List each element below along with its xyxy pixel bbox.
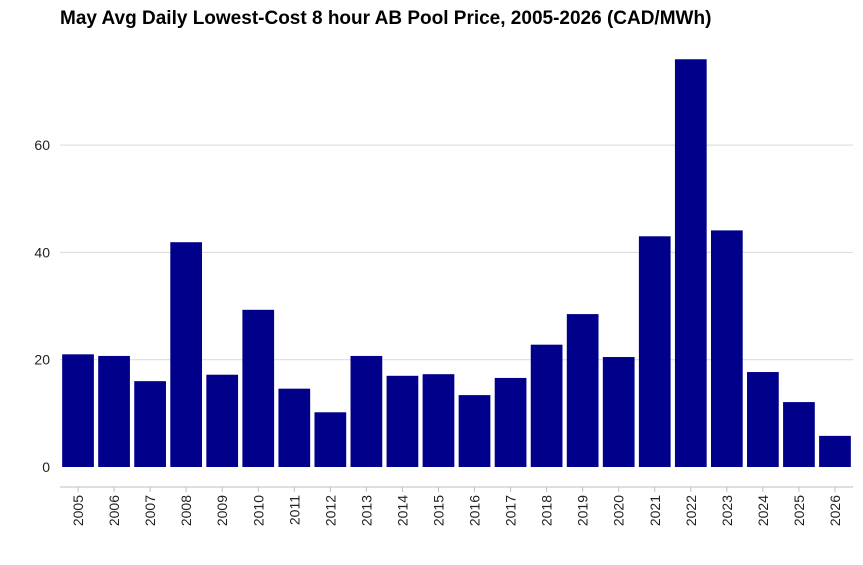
bar-2019 [566,314,599,467]
bars [62,59,851,467]
x-tick-label: 2009 [214,495,230,526]
x-tick-label: 2017 [503,495,519,526]
x-tick-label: 2025 [791,495,807,526]
bar-2008 [170,242,203,467]
x-tick-label: 2022 [683,495,699,526]
x-tick-label: 2006 [106,495,122,526]
bar-2011 [278,388,311,467]
x-tick-label: 2005 [70,495,86,526]
x-tick-label: 2014 [394,495,410,526]
x-tick-label: 2016 [467,495,483,526]
bar-2012 [314,412,347,467]
bar-2025 [783,402,815,467]
y-tick-label: 60 [34,137,50,153]
x-tick-label: 2021 [647,495,663,526]
x-tick-label: 2019 [575,495,591,526]
bar-2024 [747,372,779,467]
x-tick-label: 2018 [539,495,555,526]
x-tick-label: 2020 [611,495,627,526]
bar-2017 [494,377,527,467]
bar-2009 [206,374,239,467]
x-tick-label: 2007 [142,495,158,526]
x-tick-label: 2011 [286,495,302,525]
bar-2026 [819,435,851,467]
y-tick-label: 0 [42,459,50,475]
bar-2021 [638,236,671,467]
bar-2006 [98,355,130,467]
bar-2010 [242,309,275,467]
bar-2020 [602,357,635,467]
bar-2014 [386,375,419,467]
y-axis-tick-labels: 0 20 40 60 [34,137,50,475]
x-tick-label: 2015 [430,495,446,526]
bar-2018 [530,344,563,467]
bar-2007 [134,381,166,467]
x-tick-label: 2026 [827,495,843,526]
chart-title: May Avg Daily Lowest-Cost 8 hour AB Pool… [60,8,712,29]
x-tick-label: 2013 [358,495,374,526]
bar-2022 [674,59,707,467]
bar-2016 [458,395,491,467]
x-tick-label: 2023 [719,495,735,526]
y-tick-label: 40 [34,244,50,260]
x-axis-tick-labels: 2005 2006 2007 2008 2009 2010 2011 2012 2013 2014… [70,487,843,526]
bar-2023 [710,230,743,467]
bar-2015 [422,374,455,467]
x-tick-label: 2012 [322,495,338,526]
x-tick-label: 2008 [178,495,194,526]
x-tick-label: 2010 [250,495,266,526]
bar-2013 [350,355,383,467]
x-tick-label: 2024 [755,495,771,526]
bar-2005 [62,354,94,467]
y-tick-label: 20 [34,352,50,368]
